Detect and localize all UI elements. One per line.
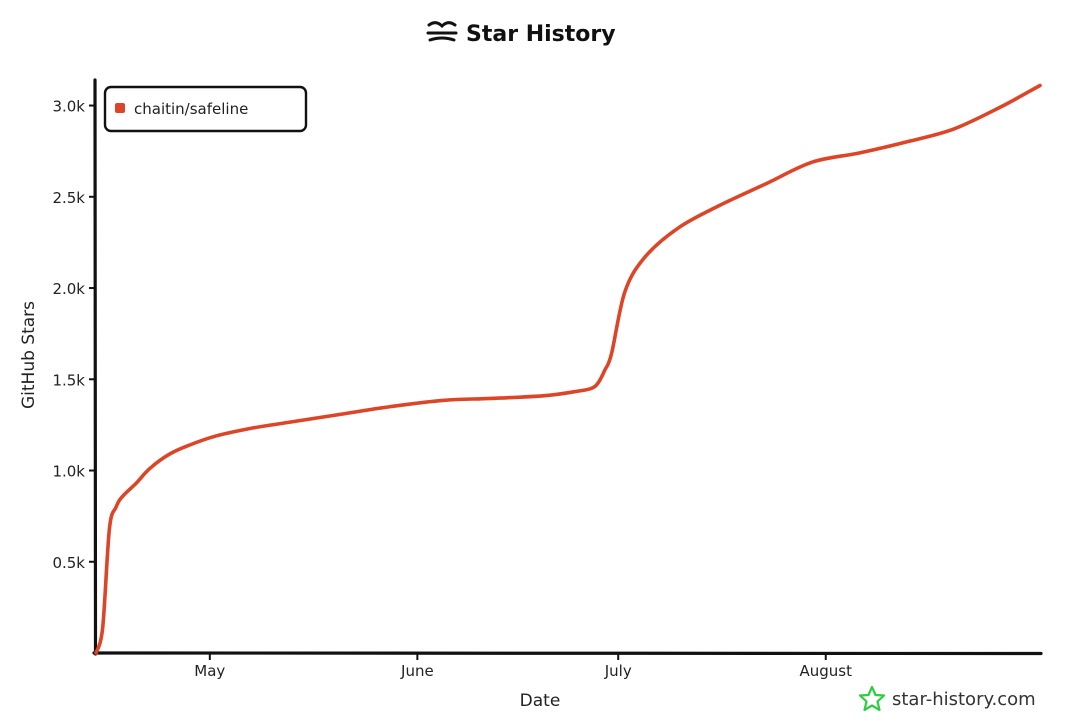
x-tick-label: June <box>400 662 434 680</box>
y-tick-label: 0.5k <box>52 554 85 572</box>
x-axis-title: Date <box>520 691 561 711</box>
legend-box <box>103 85 308 133</box>
y-tick-label: 1.0k <box>52 463 85 481</box>
star-outline-icon <box>858 685 886 712</box>
y-axis-title: GitHub Stars <box>19 301 39 409</box>
x-tick-label: May <box>194 662 225 680</box>
y-tick-label: 2.5k <box>52 189 85 207</box>
series-line-0 <box>94 83 1042 655</box>
legend-swatch <box>115 103 125 113</box>
legend: chaitin/safeline <box>103 85 308 133</box>
x-tick-label: August <box>800 662 853 680</box>
y-tick-label: 1.5k <box>52 371 85 389</box>
watermark: star-history.com <box>858 685 1036 712</box>
x-axis-line <box>92 650 1043 656</box>
x-tick-label: July <box>604 662 632 680</box>
y-tick-label: 3.0k <box>52 98 85 116</box>
star-history-logo-icon <box>426 21 458 42</box>
series-layer <box>94 83 1042 655</box>
legend-label: chaitin/safeline <box>134 100 248 118</box>
chart-title-group: Star History <box>426 21 616 47</box>
y-axis-line <box>93 78 98 656</box>
y-axis-ticks: 0.5k 1.0k 1.5k 2.0k 2.5k 3.0k <box>52 98 96 572</box>
watermark-text: star-history.com <box>892 689 1036 710</box>
chart-title: Star History <box>466 22 616 47</box>
y-tick-label: 2.0k <box>52 280 85 298</box>
x-axis-ticks: May June July August <box>194 653 852 680</box>
